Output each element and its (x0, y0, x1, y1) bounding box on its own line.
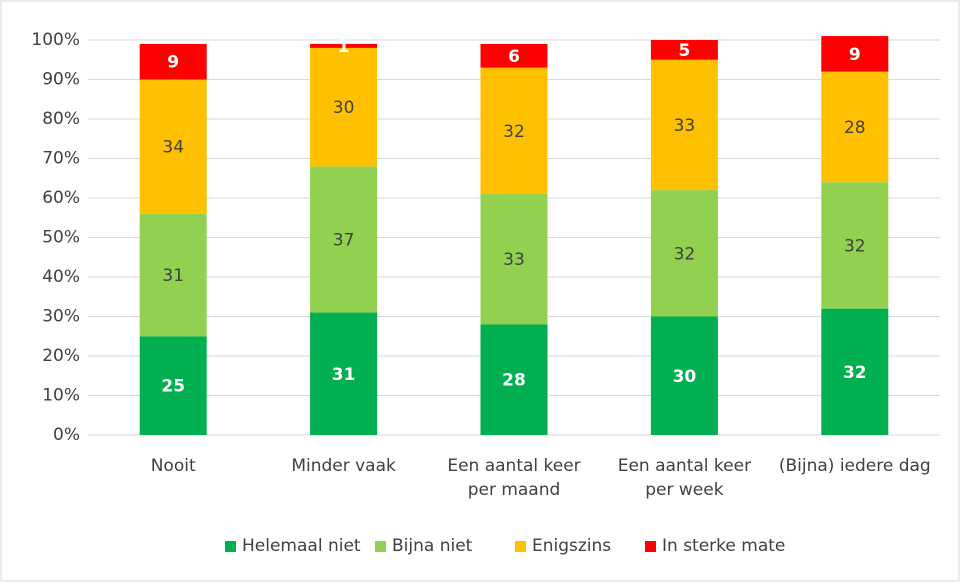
bar-segment (139, 79, 207, 214)
y-tick-label: 40% (42, 267, 80, 287)
legend-item: In sterke mate (645, 536, 785, 556)
data-label: 25 (161, 377, 185, 397)
legend-label: In sterke mate (662, 536, 786, 556)
data-label: 9 (167, 53, 179, 73)
bar-segment (650, 40, 718, 60)
x-tick-label: (Bijna) iedere dag (778, 456, 931, 476)
bar-segment (821, 182, 889, 309)
legend-swatch (515, 540, 526, 552)
legend-label: Bijna niet (392, 536, 473, 556)
data-label: 33 (674, 116, 696, 136)
bar-segment (821, 36, 889, 72)
data-label: 9 (849, 45, 861, 65)
legend-item: Enigszins (515, 536, 611, 556)
data-label: 1 (338, 37, 350, 57)
bar-segment (310, 43, 378, 48)
legend-swatch (645, 540, 656, 552)
data-label: 31 (332, 365, 356, 385)
bar-segment (821, 71, 889, 183)
x-tick-label: Nooit (150, 456, 196, 476)
legend-label: Enigszins (532, 536, 612, 556)
legend-label: Helemaal niet (242, 536, 361, 556)
data-label: 6 (508, 47, 520, 67)
y-tick-label: 80% (42, 109, 80, 129)
data-label: 33 (503, 250, 525, 270)
bar-segment (139, 43, 207, 80)
bar-segment (650, 59, 718, 191)
legend-swatch (375, 540, 386, 552)
bar-segment (480, 324, 548, 435)
data-label: 30 (333, 98, 355, 118)
bar-segment (480, 194, 548, 325)
bar-segment (650, 190, 718, 317)
data-label: 32 (844, 236, 866, 256)
y-tick-label: 10% (42, 386, 80, 406)
y-tick-label: 100% (31, 30, 80, 50)
legend-swatch (225, 540, 236, 552)
y-tick-label: 50% (42, 228, 80, 248)
data-label: 32 (843, 363, 867, 383)
data-label: 30 (673, 367, 697, 387)
data-label: 28 (502, 371, 526, 391)
data-label: 5 (678, 41, 690, 61)
y-tick-label: 20% (42, 346, 80, 366)
bar-segment (310, 312, 378, 435)
data-label: 32 (503, 122, 525, 142)
x-tick-label: Een aantal keer per maand (447, 456, 581, 500)
y-tick-label: 60% (42, 188, 80, 208)
data-label: 37 (333, 230, 355, 250)
x-tick-label: Een aantal keer per week (617, 456, 752, 500)
legend-item: Bijna niet (375, 536, 472, 556)
y-tick-label: 90% (42, 70, 80, 90)
data-label: 34 (162, 138, 184, 158)
legend-item: Helemaal niet (225, 536, 361, 556)
bar-segment (310, 166, 378, 313)
bar-segment (821, 308, 889, 435)
bar-segment (480, 43, 548, 68)
data-label: 31 (162, 266, 184, 286)
bar-segment (139, 336, 207, 435)
x-tick-label: Minder vaak (291, 456, 396, 476)
y-tick-label: 30% (42, 307, 80, 327)
bar-segment (650, 316, 718, 435)
bar-segment (139, 213, 207, 337)
y-tick-label: 0% (53, 425, 80, 445)
bar-segment (310, 47, 378, 167)
data-label: 28 (844, 118, 866, 138)
bar-segment (480, 67, 548, 195)
y-tick-label: 70% (42, 149, 80, 169)
data-label: 32 (674, 244, 696, 264)
